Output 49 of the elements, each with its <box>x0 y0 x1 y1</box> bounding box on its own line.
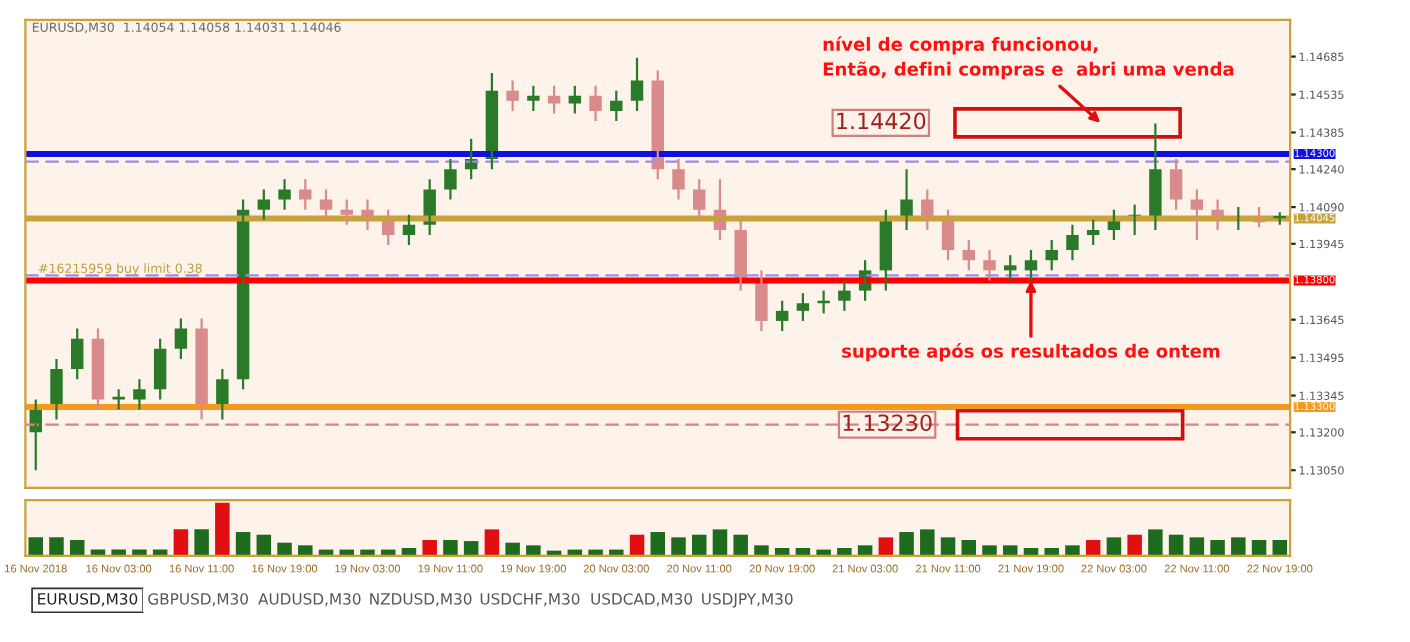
bar <box>1189 537 1205 556</box>
bar <box>298 545 313 556</box>
annotation: suporte após os resultados de ontem <box>842 343 1220 362</box>
bar <box>920 529 935 556</box>
bar <box>1210 540 1225 556</box>
bar <box>1106 537 1122 556</box>
bar <box>1272 540 1288 556</box>
bar <box>1085 540 1101 556</box>
bar <box>1251 540 1267 556</box>
bar <box>878 537 894 556</box>
bar <box>712 529 728 556</box>
bar <box>215 502 230 556</box>
bar <box>1231 537 1246 556</box>
bar <box>49 537 64 556</box>
bar <box>671 537 686 556</box>
bar <box>733 534 748 556</box>
bar <box>28 537 43 556</box>
bar <box>754 545 769 556</box>
bar <box>1127 534 1142 556</box>
bar <box>422 540 437 556</box>
bar <box>69 540 85 556</box>
bar <box>484 529 500 556</box>
bar <box>940 537 956 556</box>
bar <box>857 545 873 556</box>
bar <box>505 542 520 556</box>
bar <box>899 532 914 556</box>
bar <box>1065 545 1080 556</box>
bar <box>526 545 541 556</box>
bar <box>1002 545 1018 556</box>
bar <box>961 540 977 556</box>
bar <box>277 542 292 556</box>
bar <box>443 540 458 556</box>
bar <box>173 529 189 556</box>
bar <box>194 529 209 556</box>
bar <box>256 534 272 556</box>
bar <box>1044 547 1059 556</box>
bar <box>837 547 852 556</box>
bar <box>629 534 645 556</box>
annotation: 1.13230 <box>843 414 932 432</box>
bar <box>691 534 707 556</box>
bar <box>235 532 251 556</box>
bar <box>1148 529 1163 556</box>
candlestick <box>299 178 312 211</box>
bar <box>650 532 666 556</box>
annotation: 1.14420 <box>837 112 926 130</box>
annotation: nível de compra funcionou, Então, defini compras e abri uma venda <box>823 36 1234 80</box>
bar <box>982 545 997 556</box>
bar <box>463 541 479 556</box>
bar <box>1168 534 1184 556</box>
